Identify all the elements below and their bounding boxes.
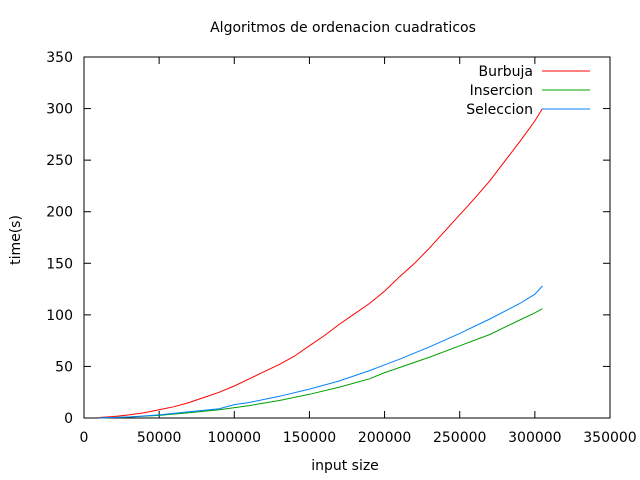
y-tick-label: 150: [46, 256, 73, 272]
x-tick-label: 300000: [508, 430, 561, 446]
x-tick-label: 350000: [583, 430, 636, 446]
y-tick-label: 100: [46, 308, 73, 324]
y-tick-label: 300: [46, 102, 73, 118]
y-axis-label: time(s): [8, 215, 24, 265]
legend-label-insercion: Insercion: [470, 83, 533, 99]
x-axis-label: input size: [311, 458, 379, 474]
series-line-burbuja: [98, 108, 543, 418]
legend-label-burbuja: Burbuja: [479, 64, 533, 80]
series-line-seleccion: [98, 285, 543, 419]
x-tick-label: 150000: [283, 430, 336, 446]
legend: Burbuja Insercion Seleccion: [466, 64, 590, 118]
ticks-group: 0 50000 100000 150000 200000 250000 300000 3500…: [46, 50, 636, 446]
series-group: [98, 108, 543, 419]
series-line-insercion: [98, 308, 543, 419]
legend-label-seleccion: Seleccion: [466, 102, 533, 118]
chart-title: Algoritmos de ordenacion cuadraticos: [210, 20, 476, 36]
x-tick-label: 250000: [433, 430, 486, 446]
y-tick-label: 50: [55, 359, 73, 375]
y-tick-label: 200: [46, 205, 73, 221]
x-tick-label: 200000: [358, 430, 411, 446]
y-tick-label: 350: [46, 50, 73, 66]
x-tick-label: 0: [80, 430, 89, 446]
y-tick-label: 0: [64, 411, 73, 427]
plot-frame: [83, 56, 611, 419]
x-tick-label: 100000: [208, 430, 261, 446]
y-tick-label: 250: [46, 153, 73, 169]
x-tick-label: 50000: [137, 430, 182, 446]
